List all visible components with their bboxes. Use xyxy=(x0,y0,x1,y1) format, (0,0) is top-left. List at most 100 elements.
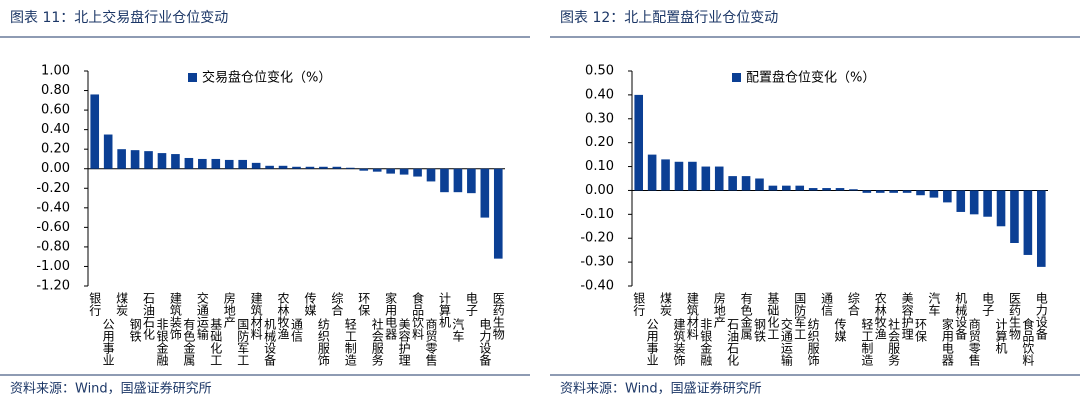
y-tick-label: -0.40 xyxy=(580,279,614,294)
legend-label: 配置盘仓位变化（%） xyxy=(746,70,875,86)
bar xyxy=(916,190,925,196)
x-tick-label: 电子 xyxy=(464,292,478,316)
bar xyxy=(359,168,369,171)
bar xyxy=(808,188,818,191)
y-tick-label: -1.00 xyxy=(36,259,70,274)
y-tick-label: -0.60 xyxy=(36,220,70,235)
bar xyxy=(251,162,261,169)
x-tick-label: 农林牧渔 xyxy=(873,292,887,340)
x-tick-label: 纺织服饰 xyxy=(806,318,820,366)
x-tick-label: 机械设备 xyxy=(954,292,968,341)
x-tick-label: 基础化工 xyxy=(766,292,780,340)
bar xyxy=(943,190,952,203)
x-tick-label: 环保 xyxy=(914,318,928,342)
bar xyxy=(996,190,1006,227)
x-tick-label: 商贸零售 xyxy=(424,317,438,366)
x-tick-label: 美容护理 xyxy=(397,318,411,366)
x-tick-label: 社会服务 xyxy=(887,317,901,366)
bar xyxy=(171,154,180,169)
x-tick-label: 传媒 xyxy=(833,317,847,342)
x-tick-label: 公用事业 xyxy=(645,318,659,366)
bar xyxy=(701,166,711,191)
y-tick-label: 0.20 xyxy=(41,142,70,157)
x-tick-label: 汽车 xyxy=(451,317,465,343)
y-tick-label: 0.00 xyxy=(585,183,614,198)
x-tick-label: 钢铁 xyxy=(752,318,766,342)
bar xyxy=(413,168,422,177)
bar xyxy=(647,154,657,191)
bar xyxy=(426,168,436,182)
chart-title: 图表 12：北上配置盘行业仓位变动 xyxy=(560,9,778,26)
x-tick-label: 交通运输 xyxy=(779,317,793,367)
bar xyxy=(90,94,100,169)
bar xyxy=(889,190,898,193)
y-tick-label: -0.10 xyxy=(580,207,614,222)
source: 资料来源：Wind，国盛证券研究所 xyxy=(10,381,212,397)
bar xyxy=(674,161,684,191)
bar xyxy=(144,151,153,169)
bar xyxy=(130,150,140,169)
bar xyxy=(1010,190,1019,243)
bar xyxy=(292,166,301,169)
x-tick-label: 非银金融 xyxy=(699,318,713,367)
x-tick-label: 有色金属 xyxy=(182,318,196,367)
bar xyxy=(453,168,463,193)
bar xyxy=(211,158,221,169)
legend-swatch xyxy=(188,73,197,82)
x-tick-label: 钢铁 xyxy=(128,318,142,342)
y-tick-label: 0.00 xyxy=(41,161,70,176)
bar xyxy=(768,185,778,191)
x-tick-label: 家用电器 xyxy=(384,291,398,341)
bar xyxy=(372,168,382,172)
x-tick-label: 电力设备 xyxy=(1034,292,1048,341)
x-tick-label: 建筑装饰 xyxy=(168,292,182,340)
x-tick-label: 计算机 xyxy=(437,292,451,328)
bar xyxy=(399,168,409,175)
y-tick-label: 0.50 xyxy=(585,64,614,79)
x-tick-label: 建筑材料 xyxy=(249,292,263,340)
x-tick-label: 食品饮料 xyxy=(411,291,425,340)
bar xyxy=(1023,190,1033,255)
x-tick-label: 食品饮料 xyxy=(1021,317,1035,366)
legend-label: 交易盘仓位变化（%） xyxy=(202,70,331,86)
y-tick-label: -0.30 xyxy=(580,255,614,270)
x-tick-label: 农林牧渔 xyxy=(276,292,290,340)
y-tick-label: 0.60 xyxy=(41,103,70,118)
x-tick-label: 石油石化 xyxy=(726,318,740,367)
x-tick-label: 美容护理 xyxy=(900,292,914,340)
x-tick-label: 医药生物 xyxy=(1007,292,1021,340)
x-tick-label: 商贸零售 xyxy=(967,317,981,366)
bar xyxy=(480,168,490,218)
y-tick-label: -0.20 xyxy=(580,231,614,246)
chart-title: 图表 11：北上交易盘行业仓位变动 xyxy=(10,9,228,26)
x-tick-label: 电力设备 xyxy=(478,318,492,367)
bar xyxy=(835,188,845,191)
y-tick-label: 0.80 xyxy=(41,83,70,98)
x-tick-label: 公用事业 xyxy=(101,318,115,366)
bar xyxy=(184,157,194,169)
bar xyxy=(346,167,355,169)
bar xyxy=(661,159,670,191)
bar xyxy=(741,176,751,191)
bar xyxy=(467,168,476,194)
x-tick-label: 国防军工 xyxy=(236,318,250,366)
bar xyxy=(755,178,764,191)
bar xyxy=(688,161,697,191)
x-tick-label: 有色金属 xyxy=(739,292,753,341)
x-tick-label: 通信 xyxy=(820,292,834,317)
bar xyxy=(493,168,503,259)
y-tick-label: 0.30 xyxy=(585,111,614,126)
source: 资料来源：Wind，国盛证券研究所 xyxy=(560,381,762,397)
x-tick-label: 石油石化 xyxy=(142,292,156,341)
y-tick-label: 1.00 xyxy=(41,64,70,79)
bar xyxy=(319,166,328,169)
bar xyxy=(795,185,805,191)
x-tick-label: 煤炭 xyxy=(659,292,673,317)
x-tick-label: 家用电器 xyxy=(940,317,954,367)
bar xyxy=(238,159,247,169)
y-tick-label: -0.20 xyxy=(36,181,70,196)
x-tick-label: 轻工制造 xyxy=(860,318,874,366)
x-tick-label: 纺织服饰 xyxy=(316,318,330,366)
bar xyxy=(849,189,858,191)
